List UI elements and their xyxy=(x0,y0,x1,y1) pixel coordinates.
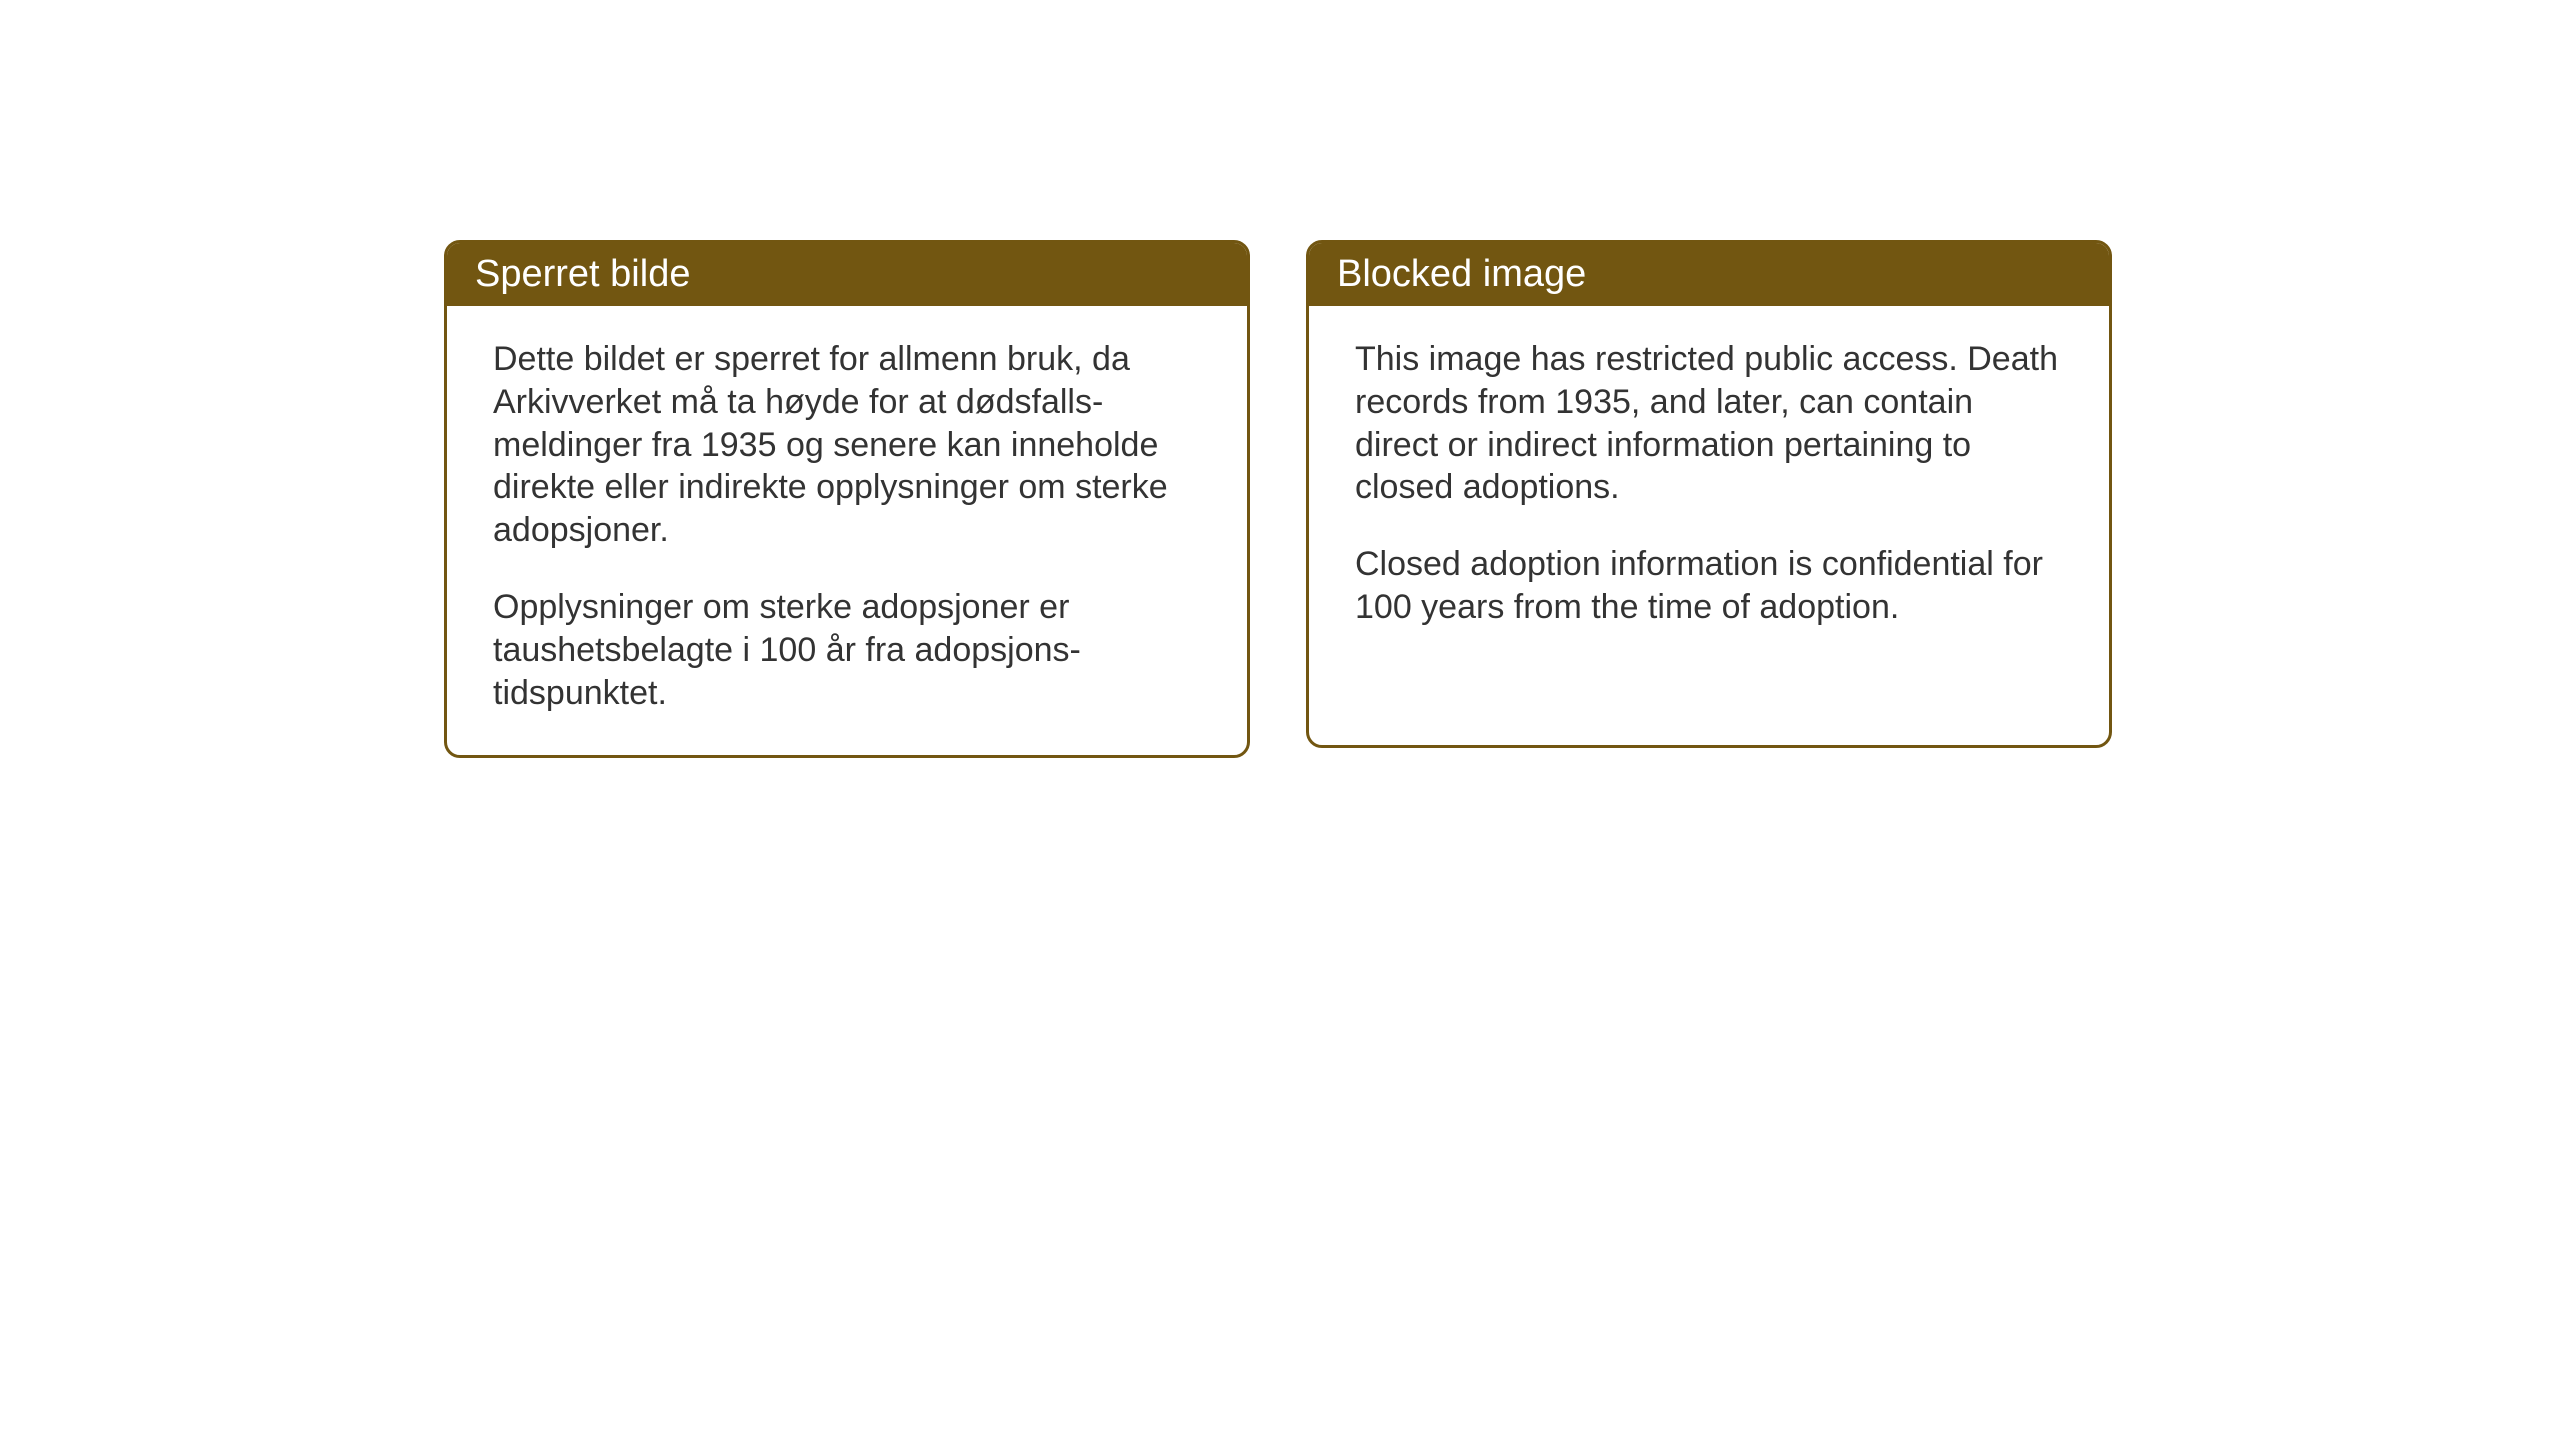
card-paragraph2-english: Closed adoption information is confident… xyxy=(1355,543,2063,629)
card-body-english: This image has restricted public access.… xyxy=(1309,306,2109,669)
card-english: Blocked image This image has restricted … xyxy=(1306,240,2112,748)
cards-container: Sperret bilde Dette bildet er sperret fo… xyxy=(444,240,2112,758)
card-title-norwegian: Sperret bilde xyxy=(475,253,690,295)
card-paragraph1-norwegian: Dette bildet er sperret for allmenn bruk… xyxy=(493,338,1201,552)
card-norwegian: Sperret bilde Dette bildet er sperret fo… xyxy=(444,240,1250,758)
card-paragraph1-english: This image has restricted public access.… xyxy=(1355,338,2063,509)
card-header-english: Blocked image xyxy=(1309,243,2109,306)
card-body-norwegian: Dette bildet er sperret for allmenn bruk… xyxy=(447,306,1247,755)
card-header-norwegian: Sperret bilde xyxy=(447,243,1247,306)
card-paragraph2-norwegian: Opplysninger om sterke adopsjoner er tau… xyxy=(493,586,1201,714)
card-title-english: Blocked image xyxy=(1337,253,1586,295)
